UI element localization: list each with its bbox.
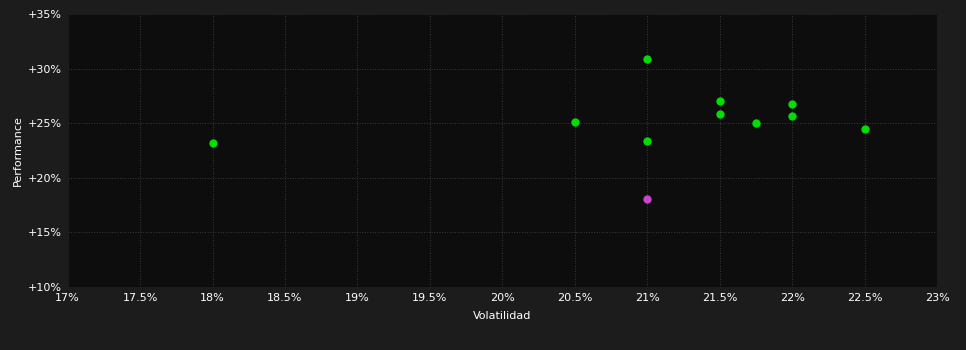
Point: [748, 120, 763, 126]
Y-axis label: Performance: Performance: [13, 115, 22, 186]
Point: [712, 99, 727, 104]
Point: [712, 112, 727, 117]
Point: [784, 113, 800, 118]
Point: [784, 101, 800, 106]
Point: [205, 140, 220, 146]
Point: [639, 56, 655, 62]
X-axis label: Volatilidad: Volatilidad: [473, 311, 531, 321]
Point: [639, 196, 655, 201]
Point: [639, 138, 655, 144]
Point: [567, 119, 582, 125]
Point: [857, 126, 872, 132]
